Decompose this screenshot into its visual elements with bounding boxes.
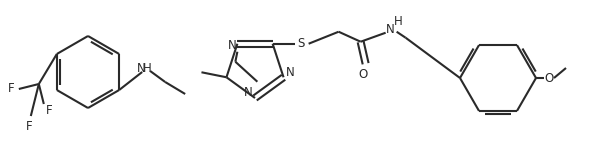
Text: H: H [143, 61, 151, 74]
Text: O: O [358, 68, 368, 81]
Text: S: S [297, 37, 305, 50]
Text: N: N [386, 23, 395, 36]
Text: N: N [286, 66, 295, 79]
Text: H: H [394, 15, 403, 28]
Text: N: N [137, 61, 145, 74]
Text: F: F [8, 82, 14, 96]
Text: F: F [25, 119, 32, 133]
Text: F: F [45, 104, 52, 118]
Text: O: O [544, 72, 554, 84]
Text: N: N [228, 39, 237, 52]
Text: N: N [244, 86, 252, 98]
